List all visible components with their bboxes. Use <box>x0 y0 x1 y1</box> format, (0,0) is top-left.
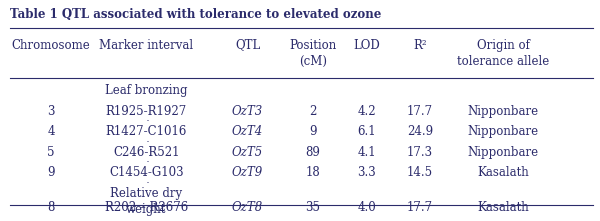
Text: OzT9: OzT9 <box>232 166 263 179</box>
Text: LOD: LOD <box>353 38 380 51</box>
Text: OzT5: OzT5 <box>232 146 263 159</box>
Text: Chromosome: Chromosome <box>12 38 91 51</box>
Text: 3.3: 3.3 <box>357 166 376 179</box>
Text: C246-R521: C246-R521 <box>113 146 179 159</box>
Text: 9: 9 <box>47 166 55 179</box>
Text: 17.7: 17.7 <box>407 105 433 118</box>
Text: Table 1 QTL associated with tolerance to elevated ozone: Table 1 QTL associated with tolerance to… <box>10 8 381 21</box>
Text: 24.9: 24.9 <box>407 125 433 138</box>
Text: 3: 3 <box>47 105 55 118</box>
Text: R²: R² <box>413 38 427 51</box>
Text: Origin of
tolerance allele: Origin of tolerance allele <box>457 38 550 67</box>
Text: 2: 2 <box>310 105 317 118</box>
Text: 5: 5 <box>47 146 55 159</box>
Text: R1925-R1927: R1925-R1927 <box>106 105 187 118</box>
Text: Kasalath: Kasalath <box>478 201 529 214</box>
Text: 8: 8 <box>47 201 55 214</box>
Text: 4.1: 4.1 <box>357 146 376 159</box>
Text: Nipponbare: Nipponbare <box>468 105 539 118</box>
Text: 17.3: 17.3 <box>407 146 433 159</box>
Text: 4.0: 4.0 <box>357 201 376 214</box>
Text: Nipponbare: Nipponbare <box>468 125 539 138</box>
Text: 4: 4 <box>47 125 55 138</box>
Text: Marker interval: Marker interval <box>100 38 193 51</box>
Text: Relative dry
weight: Relative dry weight <box>110 187 182 216</box>
Text: 18: 18 <box>305 166 320 179</box>
Text: R1427-C1016: R1427-C1016 <box>106 125 187 138</box>
Text: OzT4: OzT4 <box>232 125 263 138</box>
Text: 14.5: 14.5 <box>407 166 433 179</box>
Text: Kasalath: Kasalath <box>478 166 529 179</box>
Text: 89: 89 <box>305 146 320 159</box>
Text: Nipponbare: Nipponbare <box>468 146 539 159</box>
Text: R202 – R2676: R202 – R2676 <box>105 201 188 214</box>
Text: 9: 9 <box>309 125 317 138</box>
Text: Leaf bronzing: Leaf bronzing <box>105 84 188 97</box>
Text: QTL: QTL <box>235 38 260 51</box>
Text: 6.1: 6.1 <box>357 125 376 138</box>
Text: OzT3: OzT3 <box>232 105 263 118</box>
Text: 35: 35 <box>305 201 320 214</box>
Text: OzT8: OzT8 <box>232 201 263 214</box>
Text: C1454-G103: C1454-G103 <box>109 166 184 179</box>
Text: 4.2: 4.2 <box>357 105 376 118</box>
Text: Position
(cM): Position (cM) <box>289 38 337 67</box>
Text: 17.7: 17.7 <box>407 201 433 214</box>
